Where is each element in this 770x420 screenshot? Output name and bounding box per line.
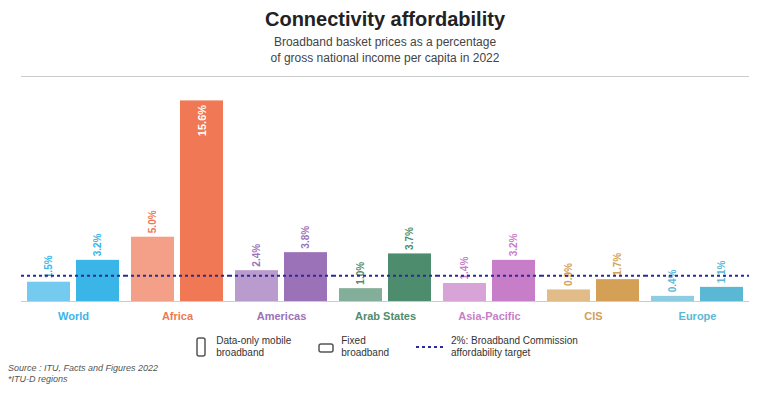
svg-text:Europe: Europe — [679, 310, 717, 322]
svg-text:3.2%: 3.2% — [508, 233, 519, 256]
html-text:Fixed broadband: Fixed broadband — [341, 335, 390, 358]
svg-text:1.5%: 1.5% — [43, 255, 54, 278]
svg-text:0.9%: 0.9% — [563, 263, 574, 286]
svg-text:2.4%: 2.4% — [251, 244, 262, 267]
svg-text:3.7%: 3.7% — [404, 227, 415, 250]
svg-text:15.6%: 15.6% — [196, 105, 208, 136]
svg-text:1.7%: 1.7% — [612, 253, 623, 276]
svg-text:3.2%: 3.2% — [92, 233, 103, 256]
svg-text:Africa: Africa — [162, 310, 194, 322]
svg-text:1.1%: 1.1% — [716, 260, 727, 283]
svg-text:3.8%: 3.8% — [300, 226, 311, 249]
svg-text:Arab States: Arab States — [355, 310, 416, 322]
svg-text:1.4%: 1.4% — [459, 256, 471, 280]
html-text:Connectivity affordability: Connectivity affordability — [265, 8, 505, 30]
svg-text:0.4%: 0.4% — [667, 269, 678, 292]
svg-text:Asia-Pacific: Asia-Pacific — [458, 310, 520, 322]
svg-text:CIS: CIS — [584, 310, 602, 322]
html-text:Source : ITU, Facts and Figure: Source : ITU, Facts and Figures 2022 *IT… — [8, 363, 159, 384]
svg-text:1.0%: 1.0% — [355, 262, 366, 285]
html-text:2%: Broadband Commission affor: 2%: Broadband Commission affordability t… — [451, 335, 578, 358]
html-text:Broadband basket prices as a p: Broadband basket prices as a percentage … — [270, 35, 500, 65]
svg-text:5.0%: 5.0% — [147, 210, 158, 233]
svg-text:Americas: Americas — [257, 310, 307, 322]
html-text:Data-only mobile broadband: Data-only mobile broadband — [216, 335, 292, 358]
svg-text:World: World — [58, 310, 89, 322]
